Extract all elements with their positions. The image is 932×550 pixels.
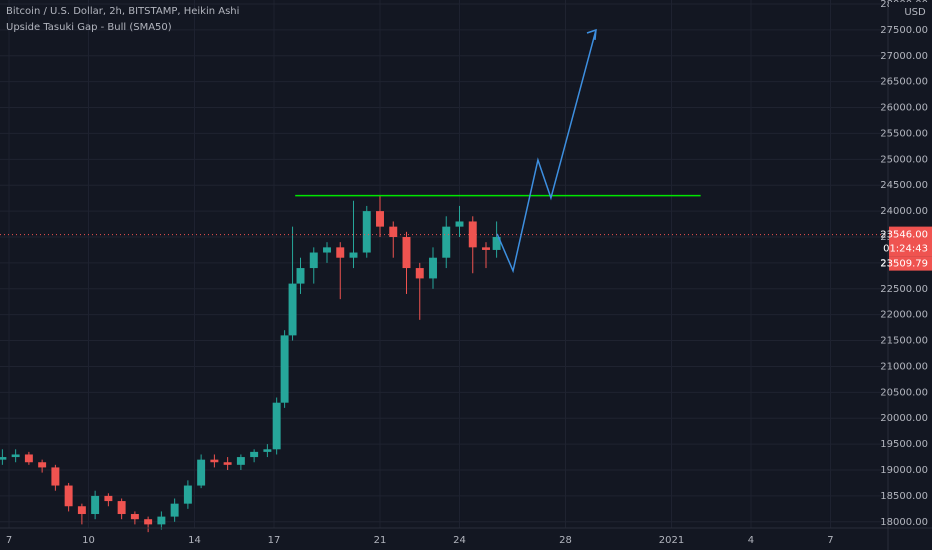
y-tick-label: 18500.00 [880,491,928,502]
plot [0,28,888,533]
candle-body [51,467,60,486]
candle-body [250,451,259,458]
currency-box [889,2,932,20]
x-tick-label: 24 [453,535,466,546]
x-tick-label: 21 [374,535,387,546]
candle-body [64,485,73,507]
x-tick-label: 7 [827,535,833,546]
candle-body [11,454,20,458]
y-tick-label: 25000.00 [880,154,928,165]
x-tick-label: 2021 [659,535,684,546]
x-tick-label: 14 [188,535,201,546]
chart-title: Bitcoin / U.S. Dollar, 2h, BITSTAMP, Hei… [6,6,239,17]
candle-body [170,503,179,517]
y-tick-label: 22500.00 [880,284,928,295]
axes: 18000.00 18500.00 19000.00 19500.00 20000.00… [6,0,932,546]
ha-close-label: 23509.79 [880,259,928,270]
arrow-head [586,28,597,41]
y-tick-label: 21000.00 [880,361,928,372]
projection-path [496,29,597,274]
candle-body [38,462,47,468]
y-tick-label: 24500.00 [880,180,928,191]
candle-body [376,211,384,227]
currency-label: USD [904,7,926,18]
last-price-label: 23546.00 [880,230,928,241]
grid [0,0,888,528]
x-tick-label: 10 [82,535,95,546]
y-tick-label: 25500.00 [880,128,928,139]
candle-body [144,519,153,525]
candle-body [24,454,33,463]
y-tick-label: 21500.00 [880,336,928,347]
candle-body [336,247,345,258]
y-tick-label: 20500.00 [880,387,928,398]
y-tick-label: 26500.00 [880,77,928,88]
candle-body [442,226,451,258]
candle-body [210,459,219,463]
y-tick-label: 20000.00 [880,413,928,424]
candle-body [272,402,281,450]
candle-body [263,449,272,452]
candle-body [429,257,437,279]
x-tick-label: 7 [6,535,12,546]
ha-close-box [889,256,932,271]
candle-body [402,236,411,269]
y-tick-label: 18000.00 [880,517,928,528]
x-tick-label: 4 [748,535,754,546]
y-tick-label: 27500.00 [880,25,928,36]
candle-body [223,462,232,465]
y-tick-label: 27000.00 [880,51,928,62]
candle-body [482,247,490,250]
countdown-label: 01:24:43 [883,244,928,255]
candle-body [492,236,501,250]
candle-body [280,335,289,403]
candle-body [117,501,126,515]
candle-body [197,459,206,486]
y-tick-label: 19000.00 [880,465,928,476]
candle-body [130,514,139,520]
candle-body [157,516,166,525]
candle-body [77,506,86,515]
candle-body [183,485,192,504]
candle-body [288,283,297,336]
y-tick-label: 24000.00 [880,206,928,217]
y-tick-label: 22000.00 [880,310,928,321]
candle-body [349,252,358,258]
candle-body [362,211,371,253]
candle-body [236,457,245,465]
x-tick-label: 28 [559,535,572,546]
candle-body [323,247,331,253]
y-tick-label: 26000.00 [880,103,928,114]
candle-body [309,252,318,269]
y-tick-label: 19500.00 [880,439,928,450]
candle-body [389,226,398,237]
candle-body [415,268,424,279]
candle-body [104,495,113,502]
candle-body [296,268,305,284]
candle-body [455,221,464,227]
last-price-box [889,226,932,257]
candle-body [91,495,100,515]
indicator-label: Upside Tasuki Gap - Bull (SMA50) [6,22,172,33]
x-tick-label: 17 [268,535,281,546]
candle-body [0,457,7,460]
